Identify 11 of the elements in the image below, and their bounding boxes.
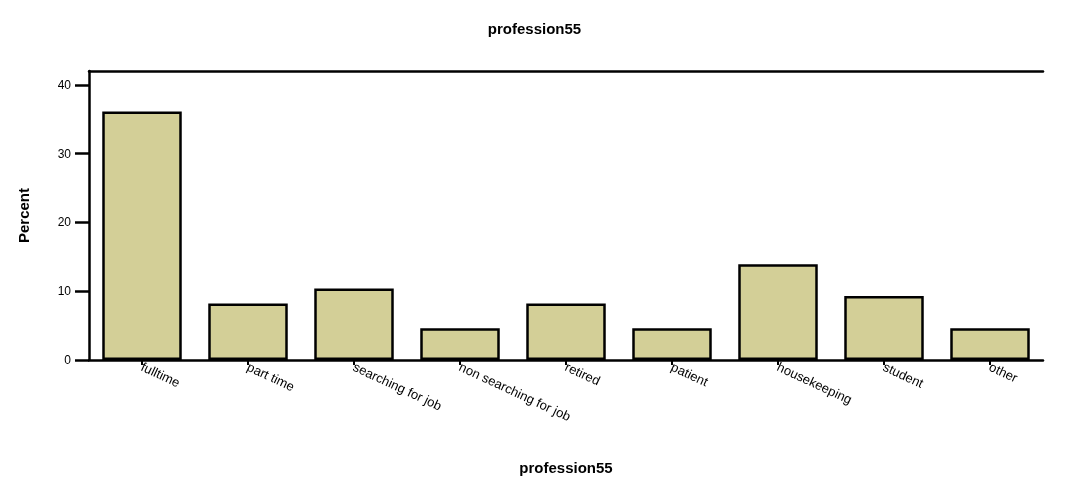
x-tick-label: other — [986, 359, 1021, 386]
y-tick-label: 10 — [57, 284, 72, 299]
x-tick-label: retired — [562, 359, 603, 389]
y-tick-label: 40 — [57, 77, 72, 92]
chart-title: profession55 — [487, 20, 582, 37]
y-tick-label: 0 — [64, 353, 72, 367]
y-axis-title: Percent — [15, 187, 32, 244]
x-tick-label: part time — [244, 359, 297, 395]
x-axis-title: profession55 — [519, 459, 613, 476]
y-tick-label: 20 — [57, 215, 72, 230]
y-tick-label: 30 — [57, 146, 72, 161]
